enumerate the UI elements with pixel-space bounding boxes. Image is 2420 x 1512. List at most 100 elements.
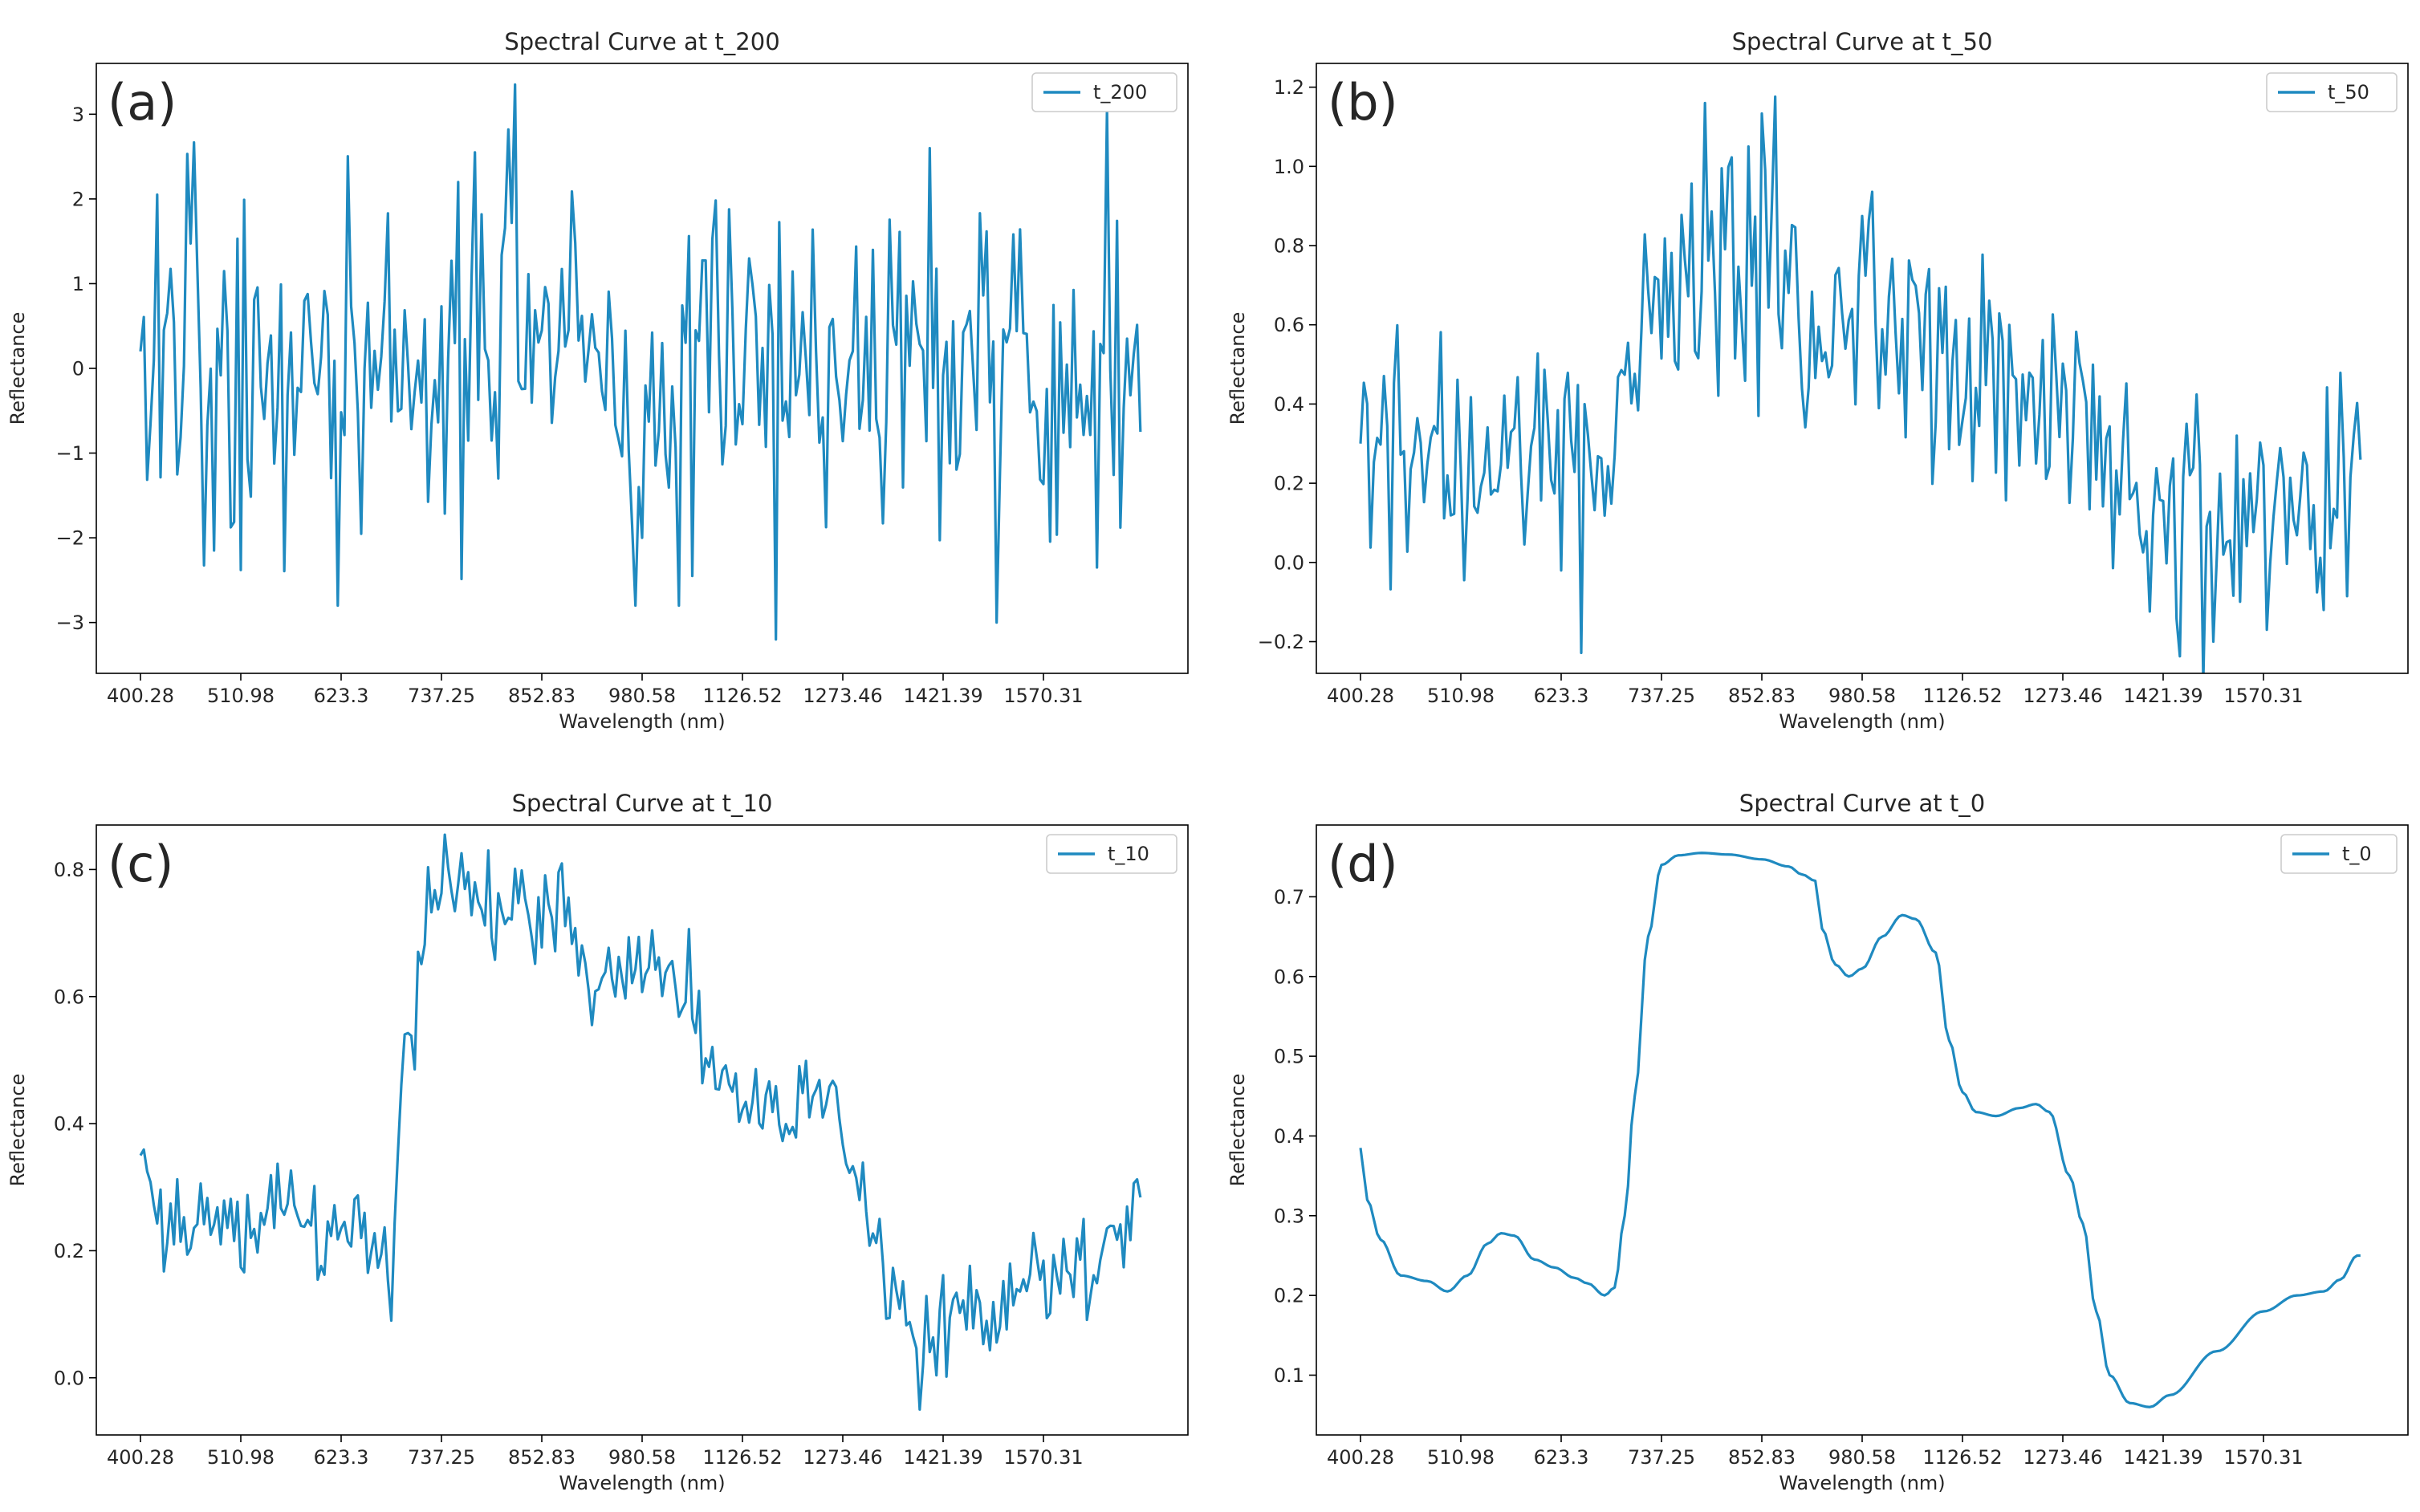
chart-panel-4: 400.28 510.98 623.3 737.25 852.83 980.58 1126.… — [1226, 790, 2409, 1494]
x-tick-label: 852.83 — [508, 1446, 576, 1469]
x-tick-label: 400.28 — [107, 685, 174, 707]
x-tick-label: 1421.39 — [903, 1446, 982, 1469]
x-axis-label: Wavelength (nm) — [559, 710, 725, 733]
x-tick-label: 1273.46 — [803, 685, 882, 707]
x-tick-label: 510.98 — [1427, 1446, 1495, 1469]
y-tick-label: −2 — [56, 527, 84, 550]
legend-label: t_10 — [1108, 843, 1149, 865]
y-tick-label: 0.4 — [1274, 393, 1304, 416]
panel-label: (c) — [108, 835, 173, 893]
x-tick-label: 1421.39 — [2123, 1446, 2202, 1469]
series-line-t_50 — [1359, 95, 2362, 673]
legend-label: t_50 — [2328, 81, 2369, 104]
legend-box — [1046, 834, 1177, 874]
x-tick-label: 852.83 — [1728, 685, 1796, 707]
y-tick-label: 3 — [72, 104, 84, 126]
y-tick-label: 0.6 — [1274, 965, 1304, 988]
x-tick-label: 623.3 — [314, 685, 369, 707]
x-tick-label: 1126.52 — [702, 1446, 782, 1469]
x-tick-label: 852.83 — [1728, 1446, 1796, 1469]
x-tick-label: 980.58 — [608, 1446, 676, 1469]
chart-title: Spectral Curve at t_200 — [504, 28, 779, 55]
x-tick-label: 1570.31 — [2223, 1446, 2303, 1469]
x-axis-label: Wavelength (nm) — [1779, 1472, 1945, 1494]
x-tick-label: 623.3 — [314, 1446, 369, 1469]
x-tick-label: 737.25 — [1628, 1446, 1695, 1469]
y-tick-label: −0.2 — [1258, 631, 1304, 653]
y-tick-label: 0.6 — [1274, 314, 1304, 336]
x-tick-label: 400.28 — [107, 1446, 174, 1469]
x-tick-label: 1421.39 — [903, 685, 982, 707]
x-tick-label: 980.58 — [608, 685, 676, 707]
series-line-t_10 — [139, 833, 1142, 1411]
chart-panel-3: 400.28 510.98 623.3 737.25 852.83 980.58 1126.… — [6, 790, 1189, 1494]
x-tick-label: 852.83 — [508, 685, 576, 707]
series-line-t_0 — [1359, 852, 2361, 1408]
chart-panel-2: 400.28 510.98 623.3 737.25 852.83 980.58 1126.… — [1226, 28, 2409, 733]
x-tick-label: 1273.46 — [803, 1446, 882, 1469]
chart-panel-1: 400.28 510.98 623.3 737.25 852.83 980.58 1126.… — [6, 28, 1189, 733]
x-tick-label: 1570.31 — [1003, 685, 1083, 707]
y-tick-label: 0.4 — [1274, 1125, 1304, 1148]
x-tick-label: 737.25 — [1628, 685, 1695, 707]
y-tick-label: 1.0 — [1274, 156, 1304, 178]
y-tick-label: 0.4 — [54, 1113, 84, 1136]
y-tick-label: 1.2 — [1274, 76, 1304, 99]
y-axis-label: Reflectance — [1226, 312, 1249, 425]
y-tick-label: 0.7 — [1274, 886, 1304, 908]
y-tick-label: 2 — [72, 188, 84, 210]
y-tick-label: 0.2 — [54, 1240, 84, 1262]
chart-title: Spectral Curve at t_50 — [1732, 28, 1993, 55]
y-tick-label: 0.2 — [1274, 473, 1304, 495]
chart-title: Spectral Curve at t_10 — [512, 790, 773, 817]
x-tick-label: 737.25 — [408, 685, 475, 707]
panel-label: (d) — [1328, 835, 1398, 893]
y-tick-label: 0.3 — [1274, 1205, 1304, 1227]
y-axis-label: Reflectance — [1226, 1074, 1249, 1187]
y-tick-label: 0.8 — [1274, 235, 1304, 258]
panel-label: (b) — [1328, 73, 1398, 132]
legend: t_200 — [1031, 72, 1177, 112]
y-tick-label: −1 — [56, 442, 84, 465]
y-tick-label: 1 — [72, 273, 84, 295]
legend: t_50 — [2266, 72, 2398, 112]
x-tick-label: 980.58 — [1828, 1446, 1896, 1469]
x-axis-label: Wavelength (nm) — [559, 1472, 725, 1494]
y-tick-label: 0.8 — [54, 859, 84, 881]
y-tick-label: 0.6 — [54, 986, 84, 1008]
y-tick-label: 0.1 — [1274, 1364, 1304, 1387]
x-tick-label: 1126.52 — [1922, 685, 2002, 707]
axes-frame — [1316, 824, 2409, 1436]
x-tick-label: 400.28 — [1327, 1446, 1394, 1469]
x-tick-label: 1126.52 — [1922, 1446, 2002, 1469]
legend: t_0 — [2280, 834, 2398, 874]
series-line-t_200 — [139, 83, 1142, 641]
y-tick-label: 0.2 — [1274, 1285, 1304, 1307]
y-tick-label: 0.0 — [1274, 551, 1304, 574]
x-axis-label: Wavelength (nm) — [1779, 710, 1945, 733]
y-axis-label: Reflectance — [6, 312, 29, 425]
legend-label: t_200 — [1093, 81, 1147, 104]
y-tick-label: 0.5 — [1274, 1046, 1304, 1068]
x-tick-label: 400.28 — [1327, 685, 1394, 707]
legend: t_10 — [1046, 834, 1177, 874]
chart-title: Spectral Curve at t_0 — [1739, 790, 1985, 817]
legend-label: t_0 — [2342, 843, 2372, 865]
x-tick-label: 623.3 — [1534, 1446, 1589, 1469]
y-axis-label: Reflectance — [6, 1074, 29, 1187]
y-tick-label: 0 — [72, 358, 84, 380]
x-tick-label: 1570.31 — [1003, 1446, 1083, 1469]
x-tick-label: 1273.46 — [2023, 1446, 2102, 1469]
axes-frame — [96, 824, 1189, 1436]
x-tick-label: 737.25 — [408, 1446, 475, 1469]
legend-box — [2266, 72, 2398, 112]
y-tick-label: −3 — [56, 612, 84, 634]
x-tick-label: 980.58 — [1828, 685, 1896, 707]
x-tick-label: 510.98 — [207, 685, 275, 707]
y-tick-label: 0.0 — [54, 1367, 84, 1389]
x-tick-label: 510.98 — [207, 1446, 275, 1469]
x-tick-label: 1273.46 — [2023, 685, 2102, 707]
x-tick-label: 510.98 — [1427, 685, 1495, 707]
panel-label: (a) — [108, 73, 177, 132]
